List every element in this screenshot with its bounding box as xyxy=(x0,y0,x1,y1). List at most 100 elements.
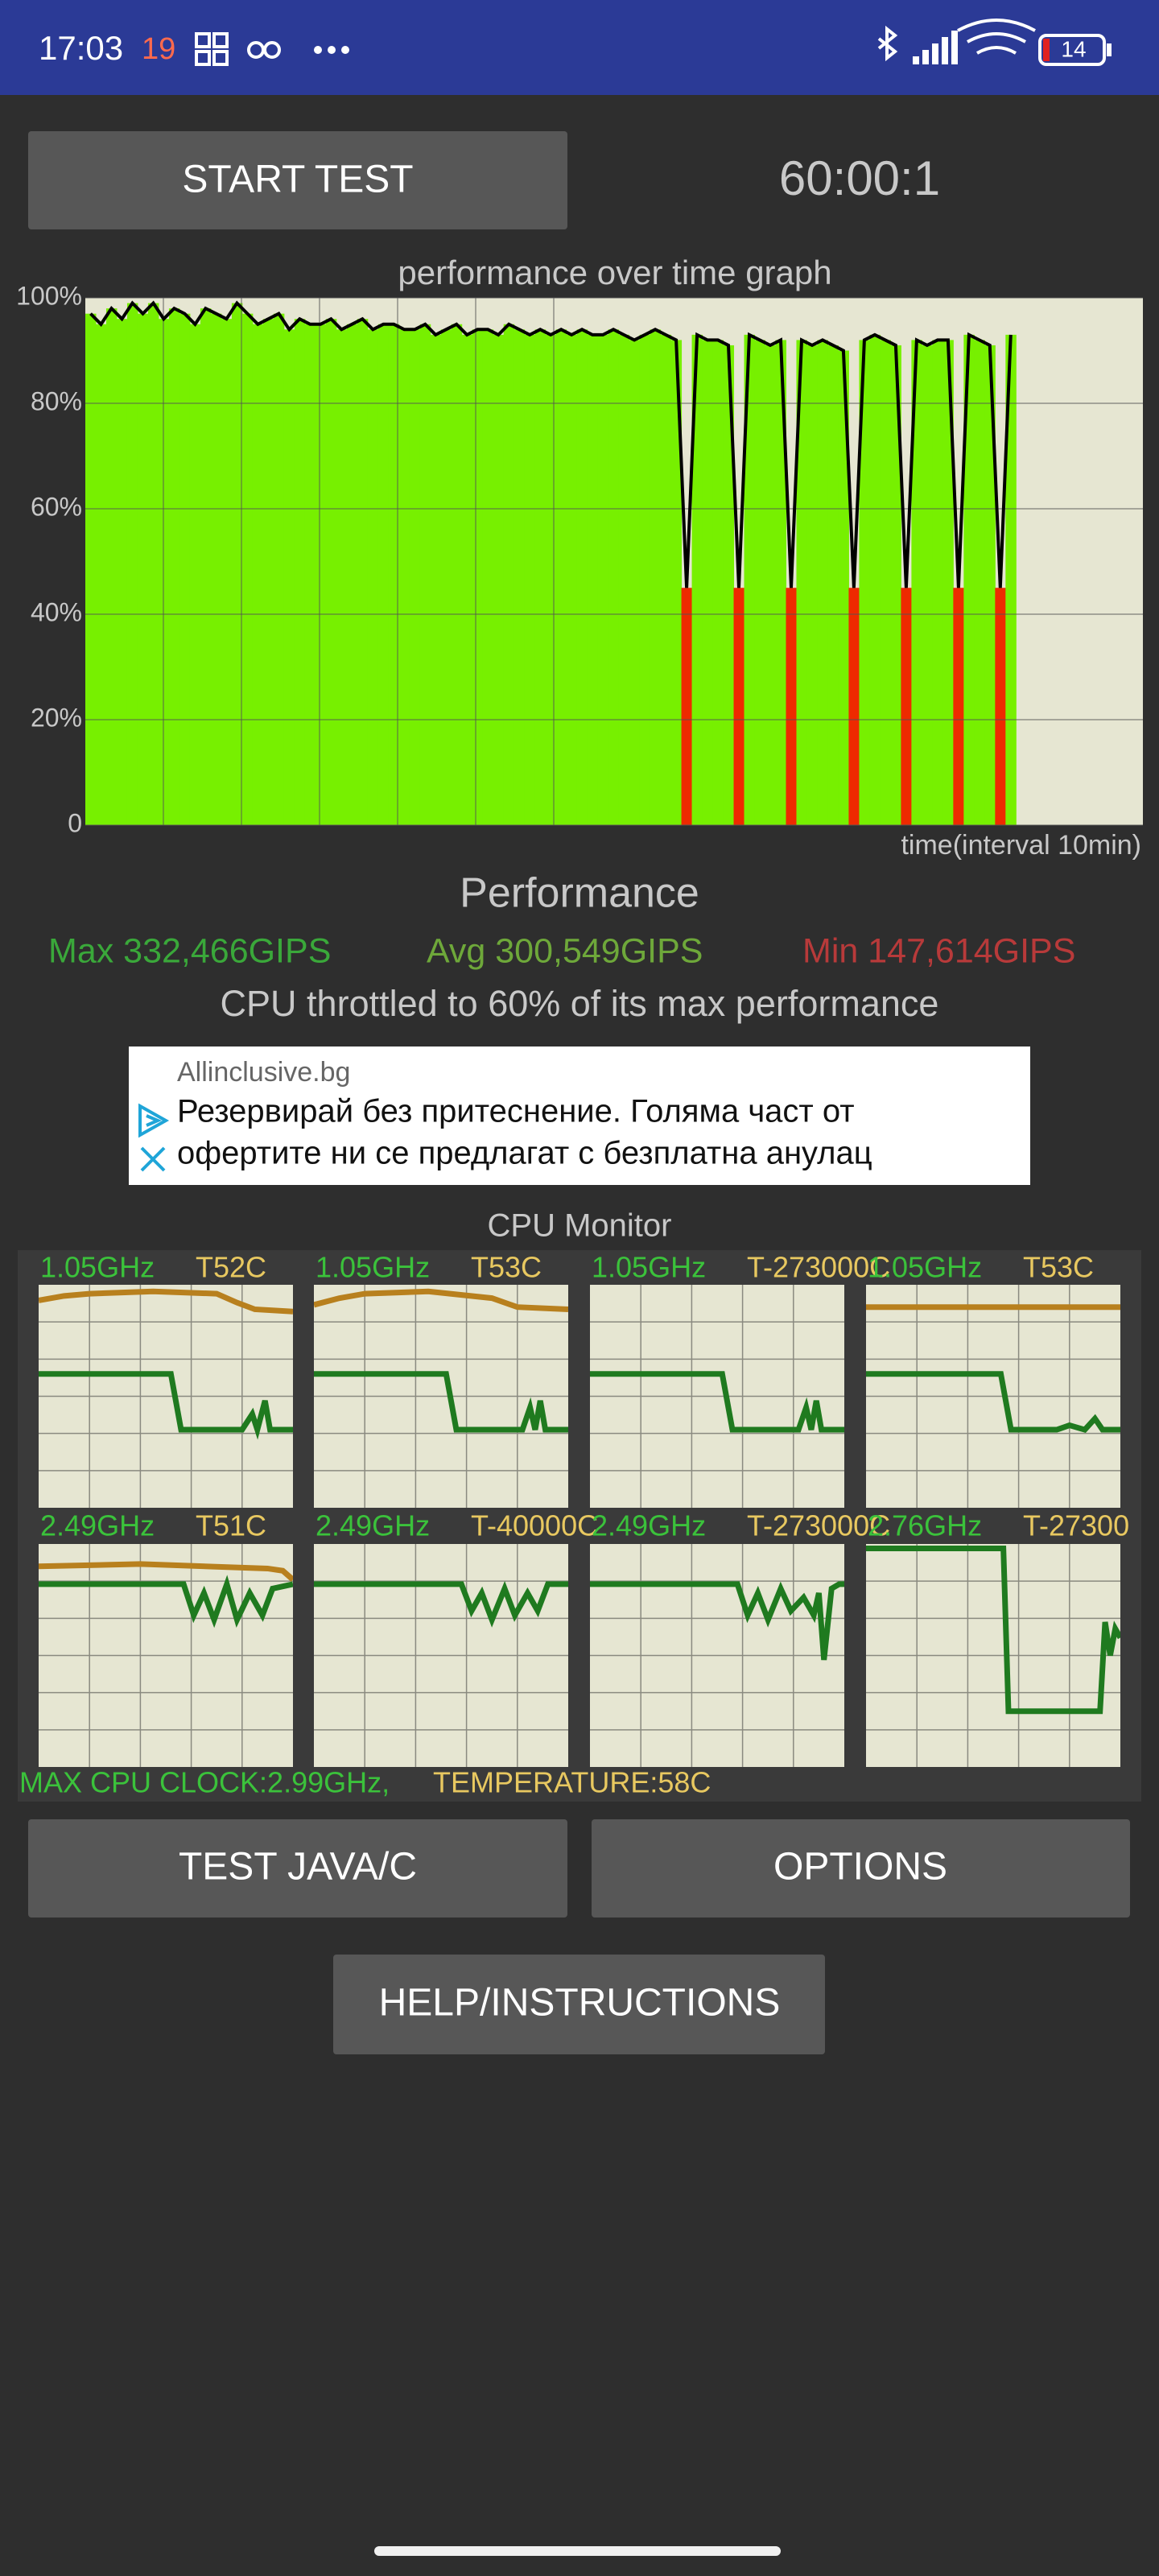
ad-domain[interactable]: Allinclusive.bg xyxy=(177,1057,350,1088)
bar xyxy=(273,313,285,825)
bar xyxy=(398,329,410,825)
bar xyxy=(963,334,975,826)
core-temperature: T-27300 xyxy=(1023,1509,1129,1542)
core-temperature: T51C xyxy=(196,1509,266,1542)
core-frequency: 1.05GHz xyxy=(316,1251,430,1284)
bar xyxy=(346,324,358,825)
bar xyxy=(691,334,703,826)
bar xyxy=(942,340,954,825)
bar xyxy=(911,340,922,825)
bar xyxy=(126,303,138,825)
y-tick-label: 100% xyxy=(16,281,82,310)
test-java-label[interactable]: TEST JAVA/C xyxy=(179,1846,417,1889)
bar xyxy=(681,588,693,825)
bar xyxy=(723,345,735,825)
test-java-button[interactable] xyxy=(28,1819,567,1918)
bar xyxy=(744,334,756,826)
bar xyxy=(95,324,107,825)
status-bar xyxy=(0,0,1159,95)
bar xyxy=(859,340,870,825)
y-tick-label: 60% xyxy=(31,492,82,521)
bar xyxy=(409,329,421,825)
graph-title: performance over time graph xyxy=(398,254,831,291)
options-label[interactable]: OPTIONS xyxy=(773,1846,947,1889)
bar xyxy=(388,324,400,825)
plot: 0 20% 40% 60% 80% 100% xyxy=(16,281,1143,837)
bar xyxy=(367,329,379,825)
y-tick-label: 20% xyxy=(31,703,82,732)
y-tick-label: 40% xyxy=(31,597,82,626)
core-chart xyxy=(39,1285,293,1508)
core-chart xyxy=(39,1544,293,1767)
bar xyxy=(189,324,201,825)
bar xyxy=(650,329,662,825)
bar xyxy=(430,334,442,826)
ad-close[interactable] xyxy=(140,1146,166,1172)
bar xyxy=(336,329,348,825)
core-chart xyxy=(590,1544,844,1767)
core-chart xyxy=(314,1544,568,1767)
performance-line xyxy=(89,300,1013,588)
bar xyxy=(241,313,254,825)
bar xyxy=(754,340,766,825)
core-temperature: T52C xyxy=(196,1251,266,1284)
bar xyxy=(534,329,547,825)
bar xyxy=(524,334,536,826)
bar xyxy=(702,340,714,825)
bar xyxy=(147,303,159,825)
bar xyxy=(806,345,818,825)
bar xyxy=(210,313,222,825)
core-temperature: T-40000C xyxy=(471,1509,598,1542)
bar xyxy=(984,345,996,825)
core-chart xyxy=(590,1285,844,1508)
bar xyxy=(231,303,243,825)
bar xyxy=(922,345,933,825)
y-tick-label: 80% xyxy=(31,386,82,415)
start-test-button[interactable] xyxy=(28,131,567,229)
core-chart xyxy=(866,1544,1120,1767)
bar xyxy=(168,308,180,826)
avg-value: Avg 300,549GIPS xyxy=(427,931,703,970)
bar xyxy=(660,334,672,826)
bar xyxy=(482,329,494,825)
bar xyxy=(357,319,369,825)
battery-text: 14 xyxy=(1061,36,1086,61)
bar xyxy=(670,340,683,825)
bar xyxy=(294,319,306,825)
bar xyxy=(796,340,807,825)
ad-icon xyxy=(138,1103,170,1138)
bar xyxy=(775,340,786,825)
bar xyxy=(262,319,274,825)
bar xyxy=(566,334,578,826)
core-chart xyxy=(866,1285,1120,1508)
bar xyxy=(377,324,390,825)
bar xyxy=(765,345,776,825)
bar xyxy=(105,308,118,826)
start-test-label[interactable]: START TEST xyxy=(182,159,413,201)
bar xyxy=(608,329,620,825)
core-temperature: T-273000C xyxy=(747,1251,890,1284)
y-tick-label: 0 xyxy=(68,808,82,837)
bar xyxy=(179,313,191,825)
ad-banner[interactable] xyxy=(129,1046,1030,1185)
bar xyxy=(325,319,337,825)
ad-text-line[interactable]: офертите ни се предлагат с безплатна ану… xyxy=(177,1136,872,1171)
help-label[interactable]: HELP/INSTRUCTIONS xyxy=(379,1982,781,2025)
bar xyxy=(200,308,212,826)
core-frequency: 2.49GHz xyxy=(40,1509,155,1542)
status-icons xyxy=(195,19,1106,66)
bar xyxy=(576,329,588,825)
bar xyxy=(901,588,912,825)
bar xyxy=(304,324,316,825)
bar xyxy=(953,588,964,825)
help-button[interactable] xyxy=(333,1955,825,2054)
bar xyxy=(514,329,526,825)
bar xyxy=(221,319,233,825)
bar xyxy=(890,345,901,825)
core-charts xyxy=(39,1285,1120,1767)
home-indicator[interactable] xyxy=(374,2546,781,2556)
bar xyxy=(786,588,797,825)
ad-text-line[interactable]: Резервирай без притеснение. Голяма част … xyxy=(177,1094,855,1129)
options-button[interactable] xyxy=(592,1819,1130,1918)
